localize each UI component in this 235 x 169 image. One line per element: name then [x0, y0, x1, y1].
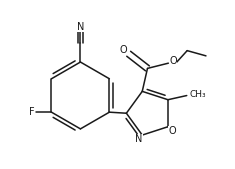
Text: N: N — [135, 134, 143, 144]
Text: O: O — [170, 56, 177, 66]
Text: O: O — [120, 45, 127, 55]
Text: CH₃: CH₃ — [190, 90, 207, 99]
Text: F: F — [29, 107, 35, 117]
Text: N: N — [77, 21, 84, 32]
Text: O: O — [168, 126, 176, 136]
